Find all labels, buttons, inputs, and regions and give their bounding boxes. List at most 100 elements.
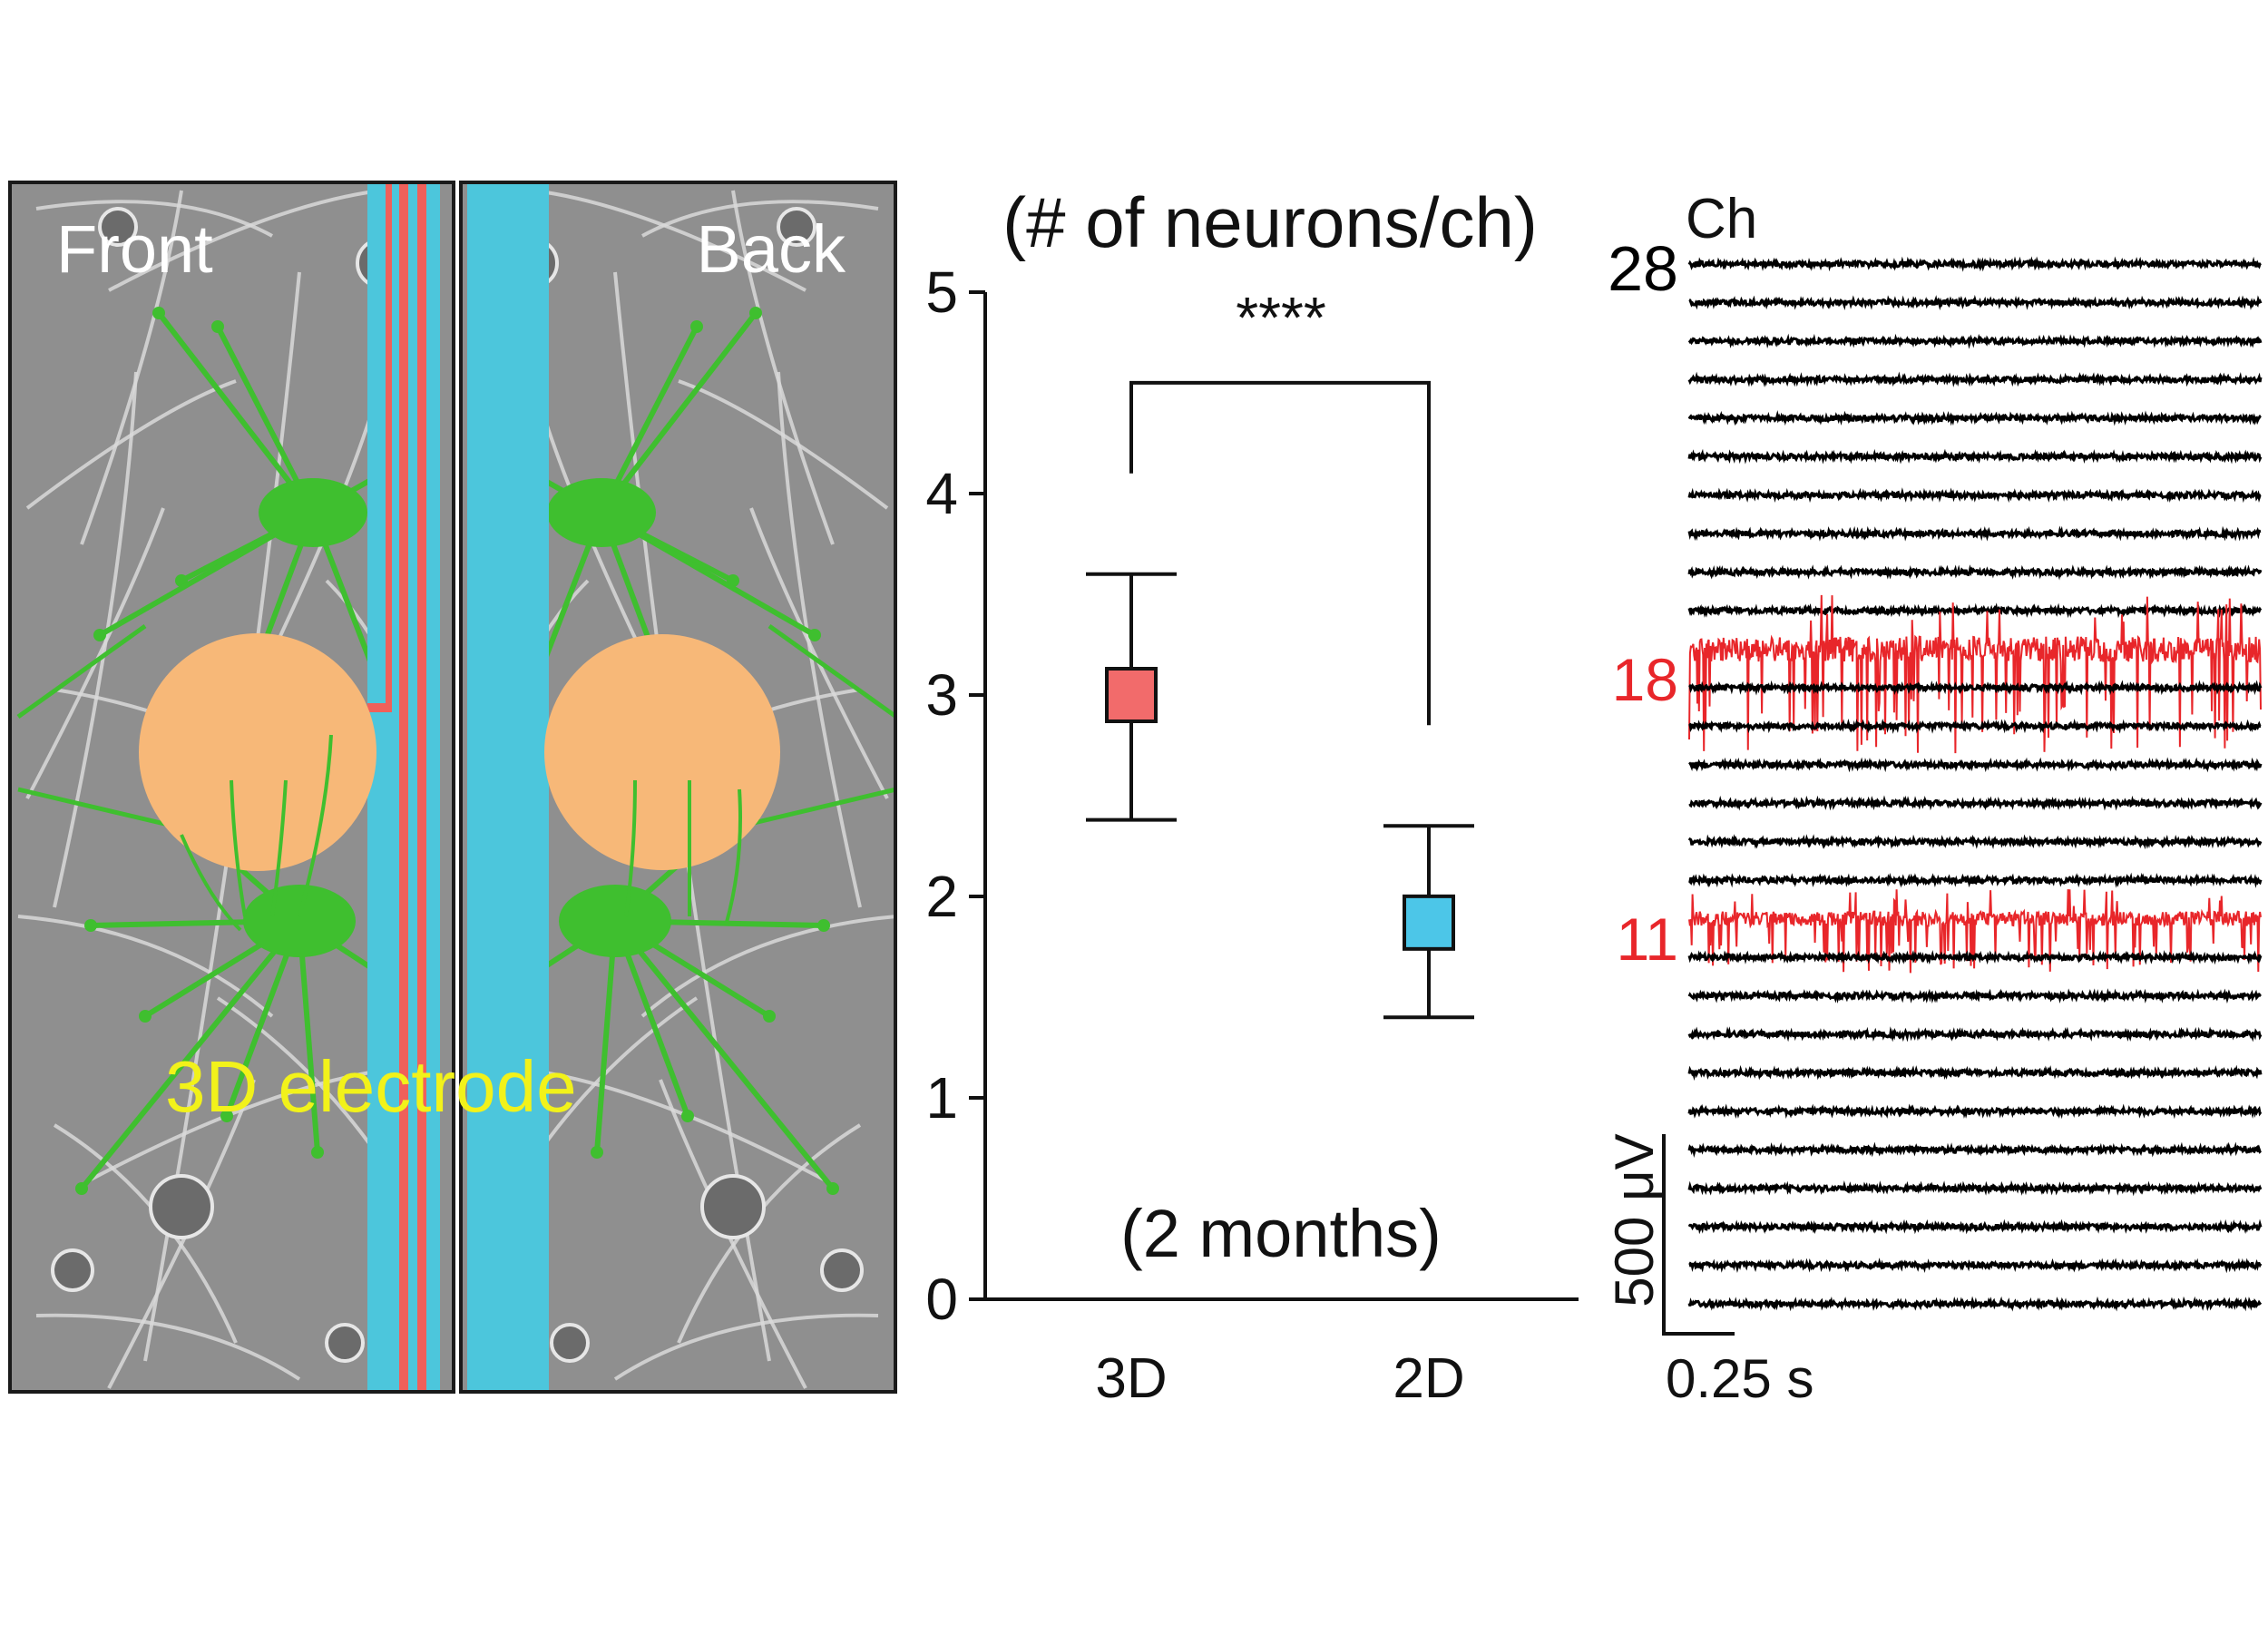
- front-green-terminal-1-0: [84, 919, 97, 932]
- back-shank: [467, 182, 549, 1392]
- y-tick-label-1: 1: [925, 1065, 958, 1131]
- trace-ch-12: [1687, 872, 2263, 888]
- channel-header: Ch: [1686, 188, 1757, 250]
- front-gray-process-12: [53, 371, 138, 908]
- trace-ch-17: [1688, 680, 2263, 696]
- scale-bar-voltage-label: 500 μV: [1604, 1133, 1665, 1307]
- trace-ch-2: [1688, 1258, 2263, 1274]
- back-pad-neurites: [624, 779, 742, 926]
- front-green-axon-1: [17, 787, 173, 828]
- trace-ch-16: [1688, 719, 2262, 734]
- mean-marker-2d: [1403, 894, 1455, 951]
- back-green-terminal-1-0: [817, 919, 830, 932]
- trace-ch-26: [1687, 333, 2263, 349]
- back-green-terminal-1-1: [763, 1010, 776, 1023]
- front-gray-soma-2: [98, 207, 138, 247]
- front-trace-line-3: [386, 182, 392, 709]
- front-gray-process-5: [90, 1069, 382, 1181]
- trace-ch-20: [1687, 564, 2263, 581]
- trace-ch-18: [1688, 594, 2262, 754]
- back-green-soma-1: [559, 885, 671, 957]
- back-green-dendrite-1-5: [594, 920, 618, 1153]
- back-green-terminal-0-4: [808, 629, 821, 641]
- trace-ch-10: [1687, 949, 2263, 965]
- mark-group-3d: [1086, 572, 1177, 822]
- channel-traces: Ch 28 18 11 500 μV 0.25 s: [1604, 188, 2263, 1409]
- y-tick-label-4: 4: [925, 461, 958, 526]
- trace-ch-5: [1687, 1141, 2262, 1159]
- back-green-terminal-1-2: [681, 1110, 694, 1122]
- front-green-terminal-1-2: [220, 1110, 233, 1122]
- back-green-terminal-1-5: [591, 1146, 603, 1159]
- front-gray-process-6: [35, 1313, 301, 1381]
- trace-ch-22: [1687, 487, 2262, 504]
- front-gray-soma-1: [149, 1174, 214, 1239]
- front-green-terminal-1-5: [311, 1146, 324, 1159]
- trace-ch-13: [1687, 834, 2263, 850]
- front-label: Front: [56, 211, 213, 287]
- front-gray-process-7: [80, 190, 183, 545]
- back-electrode-pad: [544, 634, 780, 870]
- trace-ch-8: [1687, 1026, 2263, 1043]
- mean-marker-3d: [1105, 667, 1158, 723]
- trace-ch-27: [1688, 294, 2263, 311]
- back-gray-process-5: [533, 1069, 825, 1181]
- front-green-axon-0: [16, 623, 147, 720]
- y-tick-label-3: 3: [925, 662, 958, 728]
- back-green-terminal-1-6: [826, 1182, 839, 1195]
- front-gray-soma-3: [51, 1248, 94, 1292]
- y-ticks: 0 1 2 3 4 5: [925, 259, 985, 1332]
- front-electrode-pad: [139, 633, 376, 871]
- back-gray-process-15: [749, 507, 889, 799]
- trace-ch-1: [1687, 1296, 2263, 1312]
- front-green-dendrite-1-6: [79, 919, 302, 1190]
- trace-ch-3: [1687, 1219, 2263, 1235]
- trace-ch-19: [1687, 602, 2263, 619]
- front-green-terminal-0-0: [152, 307, 165, 319]
- front-panel-border: [8, 181, 455, 1394]
- data-marks: [1086, 572, 1474, 1020]
- trace-ch-21: [1687, 525, 2262, 542]
- front-panel: Front: [8, 181, 455, 1394]
- y-tick-label-0: 0: [925, 1267, 958, 1332]
- trace-ch-25: [1687, 371, 2263, 388]
- back-gray-process-7: [731, 190, 835, 545]
- back-gray-soma-4: [550, 1323, 590, 1363]
- scale-bar-time-label: 0.25 s: [1666, 1348, 1813, 1409]
- x-tick-label-3d: 3D: [1095, 1347, 1167, 1410]
- front-electrode-shank: [367, 182, 440, 1392]
- front-green-terminal-1-6: [75, 1182, 88, 1195]
- front-gray-process-1: [108, 189, 382, 292]
- back-green-dendrite-0-0: [599, 311, 758, 514]
- front-green-soma-1: [243, 885, 356, 957]
- back-green-axon-1: [741, 787, 895, 828]
- y-tick-label-5: 5: [925, 259, 958, 325]
- y-tick-label-2: 2: [925, 864, 958, 929]
- back-green-terminal-0-1: [690, 320, 703, 333]
- back-gray-process-6: [613, 1313, 879, 1381]
- trace-ch-6: [1687, 1103, 2263, 1120]
- front-trace-line-4: [367, 703, 392, 712]
- trace-ch-24: [1687, 410, 2262, 426]
- significance-bracket: [1129, 380, 1431, 726]
- x-tick-label-2d: 2D: [1393, 1347, 1464, 1410]
- back-gray-process-12: [777, 371, 862, 908]
- front-gray-process-4: [17, 915, 274, 1018]
- channel-label-11: 11: [1616, 905, 1678, 973]
- back-label: Back: [696, 211, 846, 287]
- back-green-soma-0: [547, 478, 656, 547]
- channel-label-18: 18: [1612, 646, 1678, 713]
- significance-bracket-line: [1129, 380, 1431, 726]
- back-gray-soma-1: [700, 1174, 766, 1239]
- back-gray-process-1: [533, 189, 807, 292]
- front-green-dendrite-0-0: [156, 311, 316, 514]
- front-green-soma-0: [259, 478, 367, 547]
- chart-title: (# of neurons/ch): [1002, 182, 1538, 262]
- back-panel-border: [459, 181, 897, 1394]
- trace-ch-11: [1688, 889, 2262, 974]
- front-gray-soma-4: [325, 1323, 365, 1363]
- significance-label: ****: [1236, 285, 1326, 350]
- front-green-dendrite-1-5: [297, 920, 320, 1153]
- trace-ch-15: [1688, 757, 2263, 773]
